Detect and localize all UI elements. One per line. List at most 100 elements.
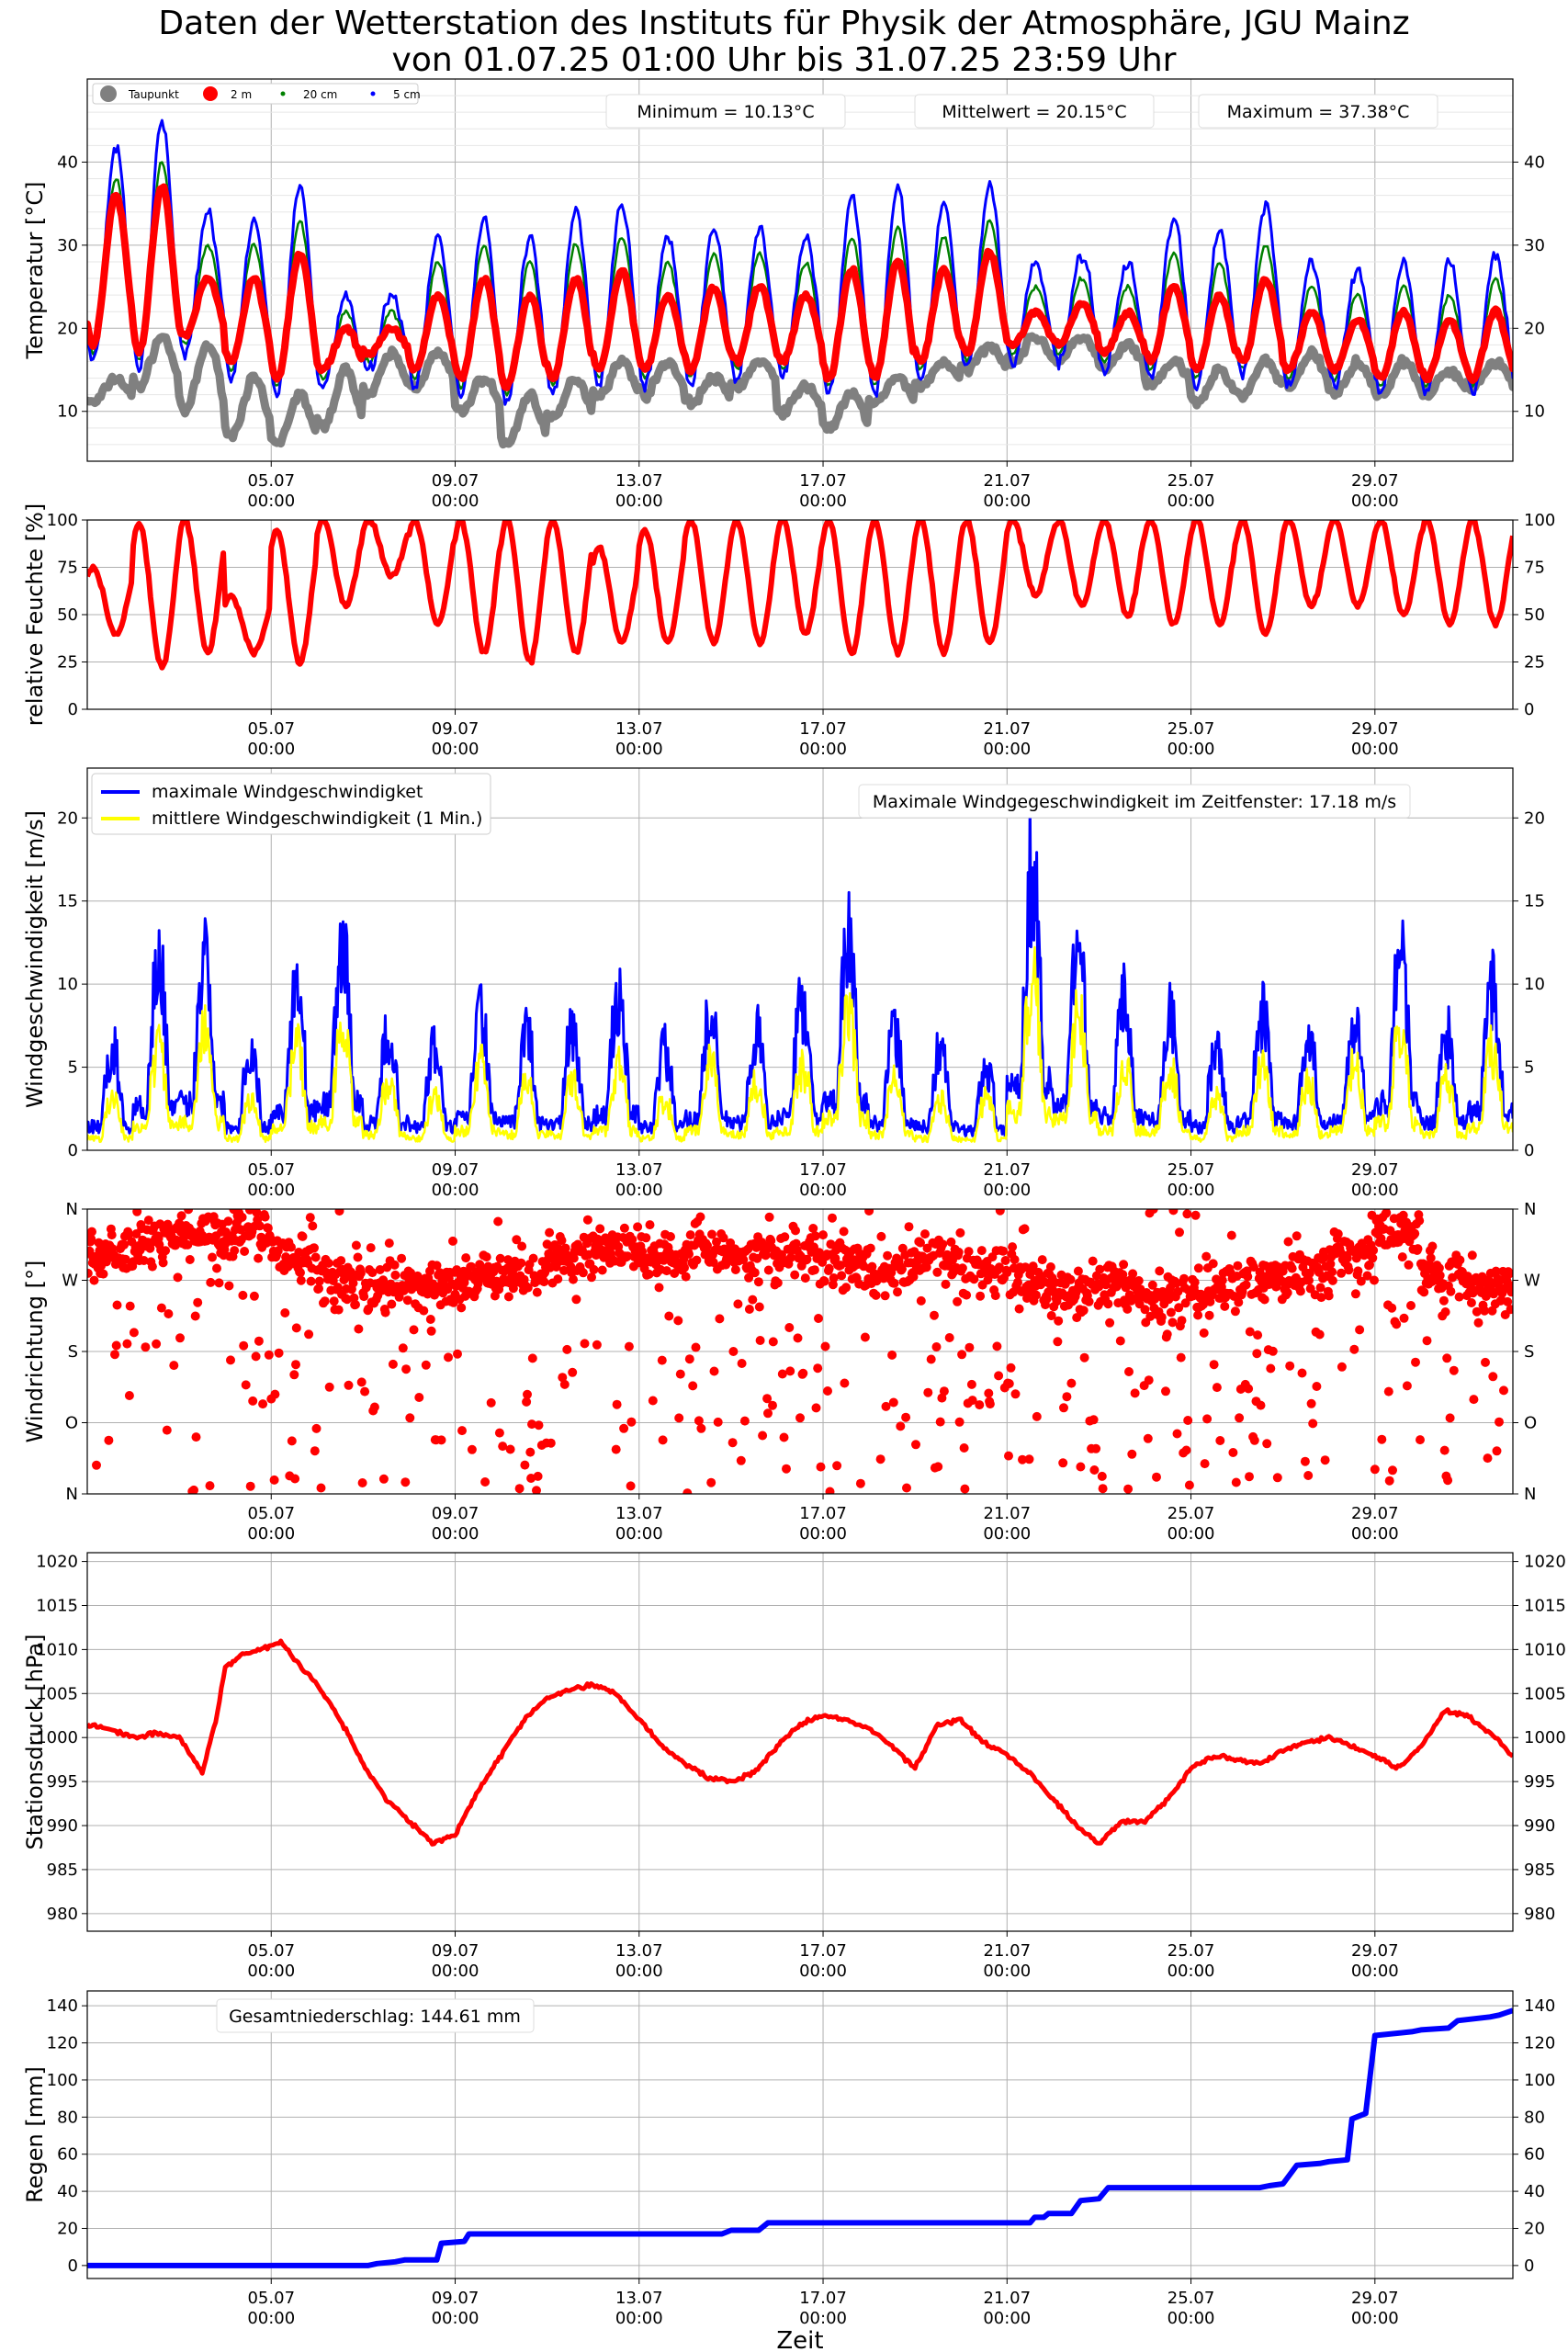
winddir-point [730, 1265, 740, 1274]
winddir-point [329, 1296, 339, 1306]
winddir-point [1190, 1277, 1200, 1287]
panel-pressure: 980 980 985 985 990 990 995 995 1000 1000 1005 1005… [22, 1552, 1566, 1981]
x-tick-label: 05.07 [247, 1941, 295, 1961]
winddir-point [779, 1432, 789, 1442]
y-tick-label-right: S [1524, 1342, 1534, 1362]
x-tick-label: 09.07 [432, 1941, 479, 1961]
winddir-point [813, 1363, 823, 1374]
winddir-point [802, 1254, 812, 1264]
winddir-point [354, 1324, 364, 1334]
winddir-point [305, 1213, 315, 1223]
winddir-point [1220, 1301, 1230, 1311]
winddir-point [224, 1281, 234, 1291]
winddir-point [1442, 1353, 1452, 1363]
winddir-point [691, 1342, 701, 1352]
winddir-point [1356, 1276, 1366, 1286]
legend-marker [280, 91, 286, 96]
winddir-point [419, 1306, 429, 1316]
winddir-point [342, 1295, 352, 1305]
x-tick-label-time: 00:00 [983, 1181, 1031, 1200]
winddir-point [841, 1283, 852, 1293]
winddir-point [185, 1255, 195, 1264]
x-tick-label: 25.07 [1168, 719, 1215, 739]
x-tick-label: 29.07 [1351, 1941, 1399, 1961]
winddir-point [1406, 1301, 1416, 1310]
rain-y-axis-label: Regen [mm] [22, 2066, 48, 2203]
winddir-point [1182, 1209, 1192, 1219]
winddir-point [193, 1297, 203, 1307]
wind_direction-plot-area [87, 1209, 1513, 1494]
winddir-point [1315, 1283, 1325, 1293]
winddir-point [1370, 1275, 1379, 1285]
x-tick-label-time: 00:00 [983, 1962, 1031, 1981]
x-tick-label: 13.07 [615, 1941, 663, 1961]
winddir-point [1245, 1472, 1254, 1482]
winddir-point [582, 1215, 592, 1225]
x-tick-label-time: 00:00 [1168, 740, 1215, 759]
winddir-point [514, 1484, 525, 1494]
winddir-point [626, 1481, 636, 1491]
winddir-point [120, 1254, 130, 1264]
winddir-point [336, 1256, 346, 1266]
wind_direction-y-axis-label: Windrichtung [°] [22, 1261, 48, 1443]
y-tick-label-right: 40 [1524, 2182, 1545, 2201]
winddir-point [1172, 1429, 1182, 1439]
wind_speed-plot-area [87, 798, 1513, 1144]
winddir-point [904, 1222, 914, 1232]
winddir-point [1324, 1291, 1334, 1301]
winddir-point [1212, 1383, 1222, 1393]
winddir-point [739, 1416, 750, 1426]
winddir-point [1398, 1210, 1408, 1220]
winddir-point [1156, 1312, 1167, 1322]
winddir-point [1445, 1413, 1455, 1423]
winddir-point [763, 1265, 773, 1275]
winddir-point [1245, 1327, 1255, 1337]
winddir-point [664, 1311, 674, 1321]
winddir-point [791, 1226, 800, 1236]
winddir-point [1253, 1330, 1263, 1340]
winddir-point [627, 1235, 637, 1245]
y-tick-label-right: 140 [1524, 1996, 1555, 2016]
winddir-point [975, 1400, 985, 1410]
winddir-point [1266, 1363, 1276, 1374]
winddir-point [1128, 1269, 1138, 1279]
y-tick-label: O [65, 1414, 78, 1433]
winddir-point [1010, 1389, 1021, 1399]
winddir-point [1404, 1260, 1414, 1270]
y-tick-label-right: 15 [1524, 892, 1545, 911]
winddir-point [1148, 1209, 1158, 1215]
winddir-point [378, 1474, 389, 1484]
winddir-point [274, 1348, 284, 1358]
winddir-point [1062, 1392, 1072, 1402]
winddir-point [287, 1242, 296, 1252]
winddir-point [98, 1269, 108, 1279]
wind_speed-y-axis-label: Windgeschwindigkeit [m/s] [22, 810, 48, 1108]
pressure-grid [87, 1553, 1513, 1931]
winddir-point [969, 1274, 979, 1284]
winddir-point [1413, 1244, 1423, 1254]
y-tick-label-right: 10 [1524, 975, 1545, 994]
wind_direction-frame [86, 1208, 1514, 1495]
winddir-point [1259, 1295, 1269, 1305]
winddir-point [755, 1336, 765, 1345]
x-tick-label: 17.07 [799, 1941, 847, 1961]
winddir-point [457, 1303, 467, 1313]
winddir-point [685, 1230, 695, 1240]
winddir-point [310, 1252, 321, 1262]
y-tick-label-right: 40 [1524, 153, 1545, 172]
winddir-point [985, 1399, 995, 1409]
winddir-point [241, 1380, 251, 1390]
winddir-point [314, 1283, 323, 1294]
winddir-point [1303, 1471, 1314, 1480]
winddir-point [589, 1264, 599, 1274]
winddir-point [1119, 1260, 1129, 1270]
winddir-point [1217, 1275, 1227, 1285]
winddir-point [1454, 1292, 1464, 1302]
x-tick-label: 13.07 [615, 719, 663, 739]
winddir-point [495, 1253, 505, 1263]
winddir-point [545, 1227, 555, 1238]
winddir-point [1205, 1296, 1215, 1306]
winddir-point [808, 1224, 818, 1233]
y-tick-label-right: 80 [1524, 2108, 1545, 2127]
